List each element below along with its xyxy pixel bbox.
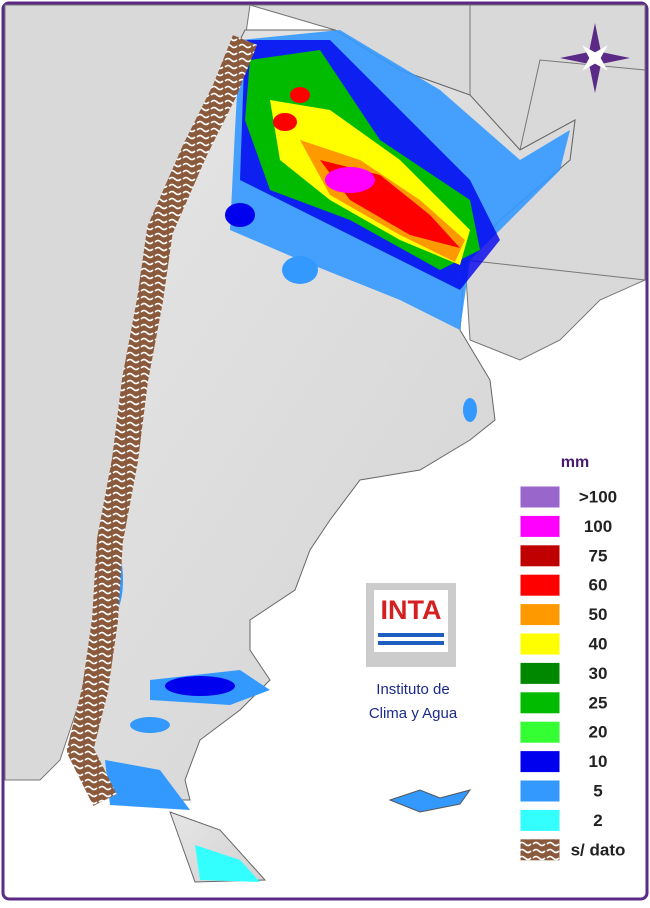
legend-label: 25 <box>589 693 608 712</box>
legend-label: 75 <box>589 546 608 565</box>
legend-swatch <box>519 573 561 597</box>
islands <box>388 789 472 813</box>
legend-swatch <box>519 691 561 715</box>
legend-label: 20 <box>589 723 608 742</box>
legend-label: s/ dato <box>571 840 626 859</box>
logo-stripe <box>378 641 444 645</box>
legend: >100 100 75 60 50 40 30 25 20 10 5 2 s/ dato <box>519 485 626 862</box>
legend-swatch <box>519 544 561 568</box>
legend-swatch <box>519 661 561 685</box>
legend-label: 5 <box>593 781 602 800</box>
legend-label: >100 <box>579 487 617 506</box>
legend-swatch <box>519 514 561 538</box>
legend-unit: mm <box>561 454 589 471</box>
precipitation <box>105 30 570 882</box>
borders <box>464 5 646 281</box>
logo-line2: Clima y Agua <box>369 705 458 722</box>
legend-swatch <box>519 750 561 774</box>
legend-label: 10 <box>589 752 608 771</box>
no-data-strip <box>67 35 258 806</box>
compass-rose <box>560 23 630 93</box>
logo-line1: Instituto de <box>376 681 449 698</box>
legend-swatch <box>519 632 561 656</box>
legend-swatch <box>519 808 561 832</box>
logo-acronym: INTA <box>381 595 442 625</box>
legend-label: 40 <box>589 634 608 653</box>
legend-swatch <box>519 779 561 803</box>
legend-label: 100 <box>584 517 612 536</box>
legend-swatch <box>519 603 561 627</box>
legend-label: 60 <box>589 576 608 595</box>
legend-label: 2 <box>593 811 602 830</box>
legend-label: 30 <box>589 664 608 683</box>
logo-stripe <box>378 633 444 637</box>
legend-label: 50 <box>589 605 608 624</box>
legend-swatch <box>519 485 561 509</box>
legend-swatch <box>519 720 561 744</box>
legend-swatch <box>519 838 561 862</box>
